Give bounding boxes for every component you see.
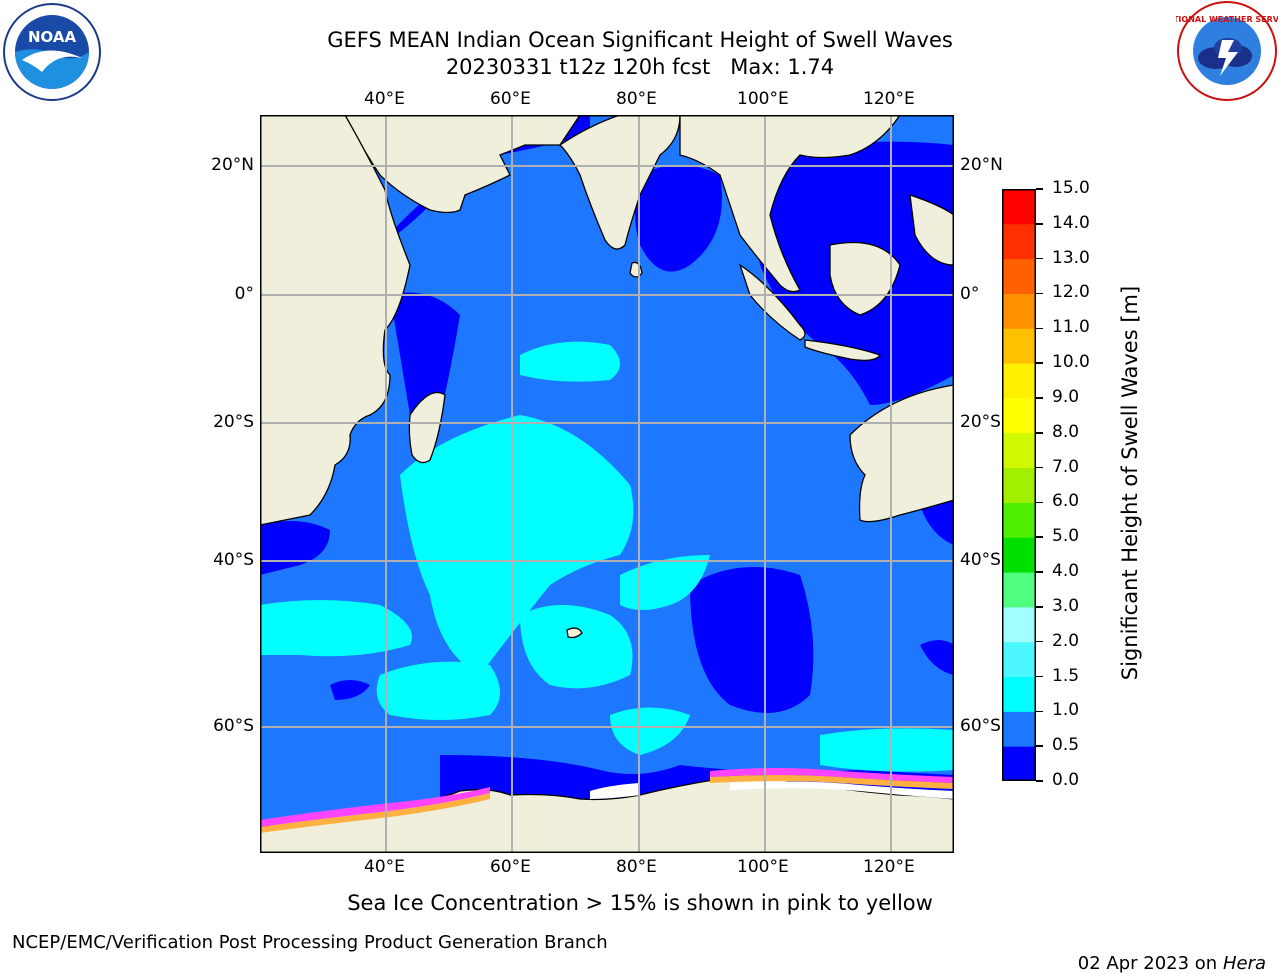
colorbar-tick-label: 15.0 <box>1052 178 1090 198</box>
colorbar-tick-label: 14.0 <box>1052 212 1090 233</box>
colorbar-tick-mark <box>1036 432 1043 434</box>
map-gridlines <box>260 115 954 853</box>
colorbar-tick-mark <box>1036 745 1043 747</box>
colorbar-bin <box>1002 293 1036 329</box>
colorbar-bin <box>1002 258 1036 294</box>
lon-tick-bottom: 40°E <box>364 857 405 877</box>
colorbar-tick-mark <box>1036 466 1043 469</box>
colorbar-tick-mark <box>1036 780 1043 782</box>
colorbar-tick-label: 0.5 <box>1052 735 1080 756</box>
chart-subtitle: 20230331 t12z 120h fcst Max: 1.74 <box>445 55 835 79</box>
lat-tick-left: 20°N <box>211 155 254 175</box>
colorbar-border <box>1002 189 1036 781</box>
lon-tick-bottom: 120°E <box>863 857 915 877</box>
map-panel <box>260 115 954 853</box>
colorbar-bin <box>1002 328 1036 364</box>
colorbar-tick-mark <box>1036 223 1043 225</box>
colorbar-bin <box>1002 606 1036 643</box>
lat-tick-right: 20°N <box>960 155 1003 175</box>
footer-host: Hera <box>1222 953 1266 974</box>
colorbar-tick-mark <box>1036 640 1043 643</box>
colorbar-tick-label: 1.5 <box>1052 665 1080 686</box>
chart-title: GEFS MEAN Indian Ocean Significant Heigh… <box>327 28 953 52</box>
colorbar-tick-mark <box>1036 571 1043 573</box>
colorbar-tick-mark <box>1036 397 1043 399</box>
colorbar-bin <box>1002 746 1036 782</box>
colorbar-tick-label: 9.0 <box>1052 386 1080 407</box>
colorbar-bin <box>1002 397 1036 434</box>
colorbar-bin <box>1002 711 1036 747</box>
colorbar-tick-label: 10.0 <box>1052 352 1090 373</box>
colorbar-title-box: Significant Height of Swell Waves [m] <box>1105 193 1155 773</box>
footer-date-text: 02 Apr 2023 on <box>1077 953 1223 974</box>
colorbar-bin <box>1002 537 1036 573</box>
lon-tick-bottom: 60°E <box>490 857 531 877</box>
colorbar-tick-label: 12.0 <box>1052 282 1090 303</box>
colorbar-bin <box>1002 502 1036 538</box>
colorbar-bin <box>1002 641 1036 678</box>
colorbar-tick-label: 11.0 <box>1052 317 1090 338</box>
colorbar-tick-mark <box>1036 362 1043 364</box>
lat-tick-right: 40°S <box>960 550 1001 570</box>
colorbar-bin <box>1002 676 1036 712</box>
lat-tick-right: 0° <box>960 284 980 304</box>
nws-logo: NATIONAL WEATHER SERVICE <box>1161 0 1280 102</box>
colorbar-tick-label: 6.0 <box>1052 491 1080 512</box>
colorbar-tick-label: 3.0 <box>1052 595 1080 616</box>
colorbar <box>1002 189 1036 782</box>
colorbar-tick-mark <box>1036 501 1043 504</box>
noaa-logo-text: NOAA <box>28 28 77 46</box>
lat-tick-left: 0° <box>234 284 254 304</box>
colorbar-tick-label: 8.0 <box>1052 421 1080 442</box>
lat-tick-right: 20°S <box>960 412 1001 432</box>
colorbar-bins <box>1002 189 1036 782</box>
colorbar-tick-label: 4.0 <box>1052 561 1080 582</box>
colorbar-title: Significant Height of Swell Waves [m] <box>1118 285 1142 681</box>
colorbar-tick-mark <box>1036 606 1043 608</box>
noaa-logo: NOAA <box>2 2 102 102</box>
lon-tick-top: 80°E <box>616 89 657 109</box>
lon-tick-bottom: 100°E <box>737 857 789 877</box>
swell-height-map <box>260 115 954 853</box>
lon-tick-top: 120°E <box>863 89 915 109</box>
sea-ice-note: Sea Ice Concentration > 15% is shown in … <box>347 891 933 915</box>
footer-branch: NCEP/EMC/Verification Post Processing Pr… <box>12 932 608 953</box>
colorbar-bin <box>1002 189 1036 225</box>
lat-tick-left: 60°S <box>213 716 254 736</box>
colorbar-tick-mark <box>1036 292 1043 295</box>
colorbar-tick-mark <box>1036 188 1043 190</box>
colorbar-bin <box>1002 467 1036 503</box>
colorbar-tick-label: 1.0 <box>1052 700 1080 721</box>
colorbar-bin <box>1002 223 1036 260</box>
lat-tick-right: 60°S <box>960 716 1001 736</box>
colorbar-tick-mark <box>1036 675 1043 678</box>
colorbar-tick-label: 2.0 <box>1052 630 1080 651</box>
colorbar-tick-label: 7.0 <box>1052 456 1080 477</box>
colorbar-tick-label: 0.0 <box>1052 770 1080 790</box>
nws-logo-text: NATIONAL WEATHER SERVICE <box>1176 15 1278 24</box>
lat-tick-left: 40°S <box>213 550 254 570</box>
colorbar-tick-label: 5.0 <box>1052 526 1080 547</box>
colorbar-tick-label: 13.0 <box>1052 247 1090 268</box>
lon-tick-top: 100°E <box>737 89 789 109</box>
colorbar-tick-mark <box>1036 710 1043 713</box>
lon-tick-bottom: 80°E <box>616 857 657 877</box>
colorbar-bin <box>1002 572 1036 608</box>
footer-date: 02 Apr 2023 on Hera <box>1066 932 1266 974</box>
colorbar-tick-mark <box>1036 257 1043 260</box>
colorbar-tick-mark <box>1036 536 1043 538</box>
colorbar-bin <box>1002 363 1036 399</box>
lon-tick-top: 60°E <box>490 89 531 109</box>
colorbar-bin <box>1002 432 1036 469</box>
lat-tick-left: 20°S <box>213 412 254 432</box>
colorbar-tick-mark <box>1036 327 1043 330</box>
lon-tick-top: 40°E <box>364 89 405 109</box>
